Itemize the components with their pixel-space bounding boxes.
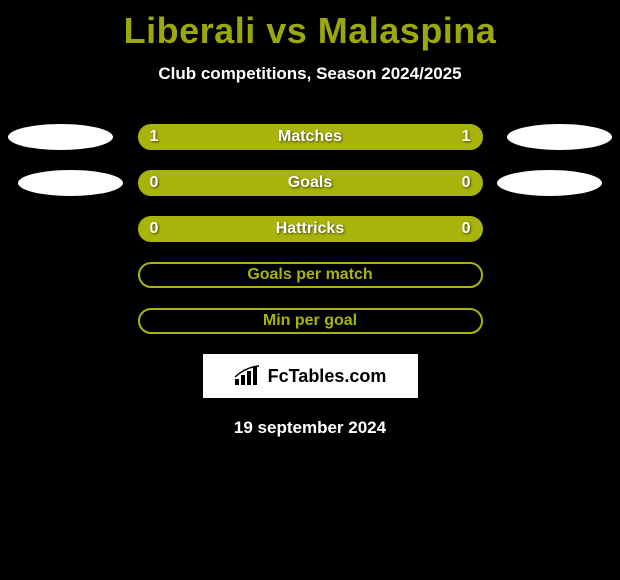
stat-label: Goals bbox=[138, 170, 483, 196]
logo-text: FcTables.com bbox=[268, 366, 387, 387]
stat-row: 00Hattricks bbox=[138, 216, 483, 242]
stat-label: Goals per match bbox=[138, 262, 483, 288]
subtitle: Club competitions, Season 2024/2025 bbox=[0, 64, 620, 84]
player-ellipse-left-2 bbox=[18, 170, 123, 196]
comparison-block: 11Matches 00Goals 00Hattricks Goals per mat… bbox=[0, 124, 620, 438]
stat-label: Hattricks bbox=[138, 216, 483, 242]
bar-chart-icon bbox=[234, 365, 262, 387]
stat-label: Min per goal bbox=[138, 308, 483, 334]
date-text: 19 september 2024 bbox=[0, 418, 620, 438]
stat-row: 00Goals bbox=[138, 170, 483, 196]
stat-row: Goals per match bbox=[138, 262, 483, 288]
player-ellipse-left-1 bbox=[8, 124, 113, 150]
stat-row: Min per goal bbox=[138, 308, 483, 334]
logo-box: FcTables.com bbox=[203, 354, 418, 398]
page-title: Liberali vs Malaspina bbox=[0, 0, 620, 52]
stat-row: 11Matches bbox=[138, 124, 483, 150]
player-ellipse-right-2 bbox=[497, 170, 602, 196]
stat-label: Matches bbox=[138, 124, 483, 150]
player-ellipse-right-1 bbox=[507, 124, 612, 150]
